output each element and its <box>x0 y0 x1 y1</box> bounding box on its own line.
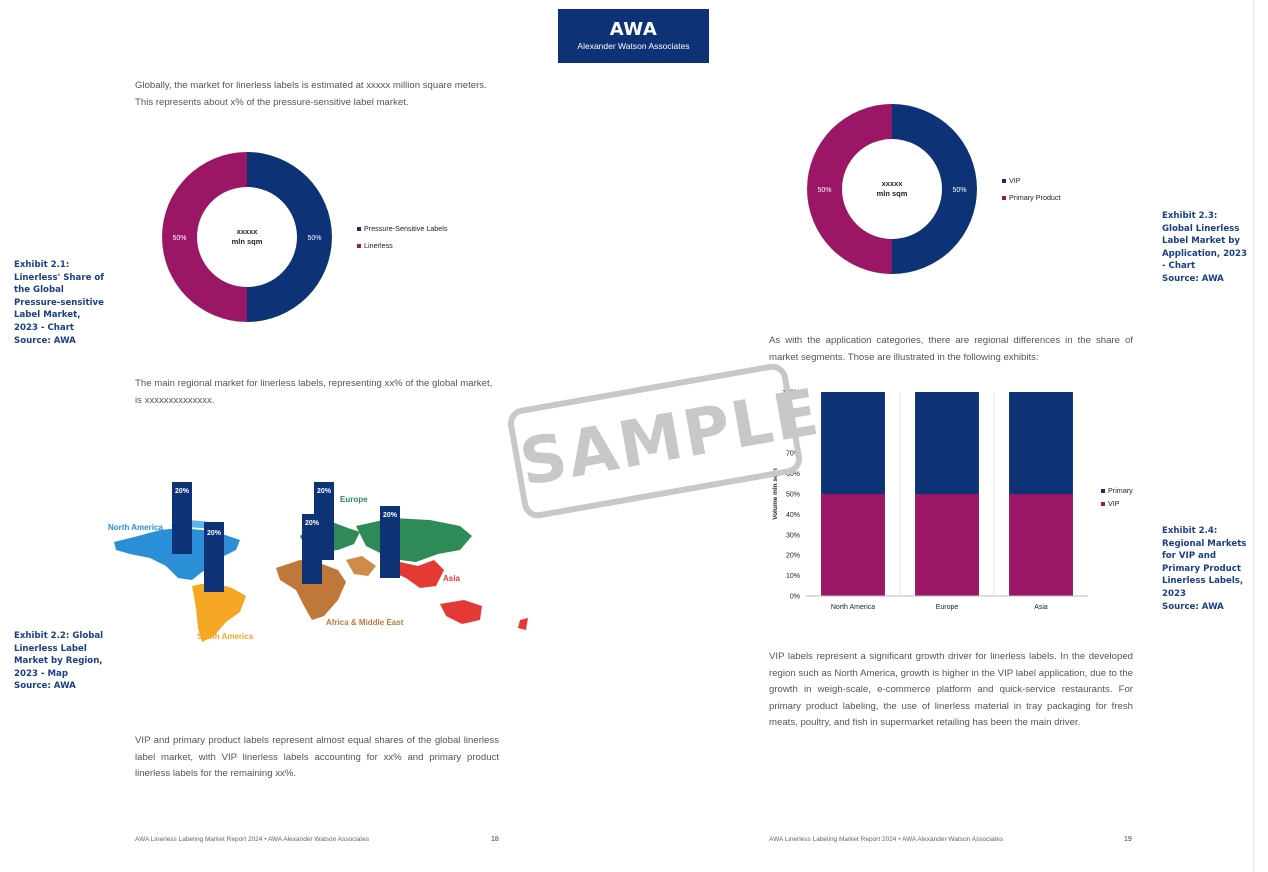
bar-1-series-1 <box>915 392 979 494</box>
exhibit-2-4-source: Source: AWA <box>1162 601 1224 612</box>
bar-1-series-0 <box>915 494 979 596</box>
bar-legend-swatch-1 <box>1101 502 1105 506</box>
map-bar-label-4: 20% <box>305 520 320 527</box>
exhibit-2-2-source: Source: AWA <box>14 681 76 692</box>
bar-legend-swatch-0 <box>1101 489 1105 493</box>
left-para-3: VIP and primary product labels represent… <box>135 735 499 779</box>
bar-legend-label-0: Primary <box>1108 486 1133 495</box>
donut2-center-label-0: xxxxx <box>882 179 904 188</box>
map-label-asia: Asia <box>443 574 460 583</box>
map-label-europe: Europe <box>340 495 368 504</box>
bar-0-series-1 <box>821 392 885 494</box>
donut2-slice-1 <box>807 104 892 274</box>
bar-y-tick-2: 20% <box>786 553 800 560</box>
bar-y-tick-9: 90% <box>786 410 800 417</box>
bar-y-tick-3: 30% <box>786 532 800 539</box>
donut2-legend-swatch-1 <box>1002 196 1006 200</box>
donut2-center-label-1: mln sqm <box>877 189 908 198</box>
bar-y-tick-8: 80% <box>786 430 800 437</box>
bar-y-tick-5: 50% <box>786 492 800 499</box>
map-islands <box>518 618 528 630</box>
bar-y-tick-1: 10% <box>786 573 800 580</box>
donut1-slice-label-0: 50% <box>307 235 321 242</box>
left-footer: AWA Linerless Labeling Market Report 202… <box>135 836 370 843</box>
right-para-2: VIP labels represent a significant growt… <box>769 651 1133 728</box>
stacked-bar-chart: 0% 10% 20% 30% 40% 50% 60% 70% 80% 90% 100% North A… <box>772 390 1133 612</box>
left-page-number: 18 <box>491 836 499 843</box>
sample-watermark: SAMPLE <box>505 361 826 521</box>
map-bar-asia <box>380 506 400 578</box>
map-label-south-america: South America <box>197 632 254 641</box>
map-bar-label-5: 20% <box>383 512 398 519</box>
bar-2-series-1 <box>1009 392 1073 494</box>
exhibit-2-3-title: Exhibit 2.3: Global Linerless Label Mark… <box>1162 211 1247 272</box>
map-bar-south-america <box>204 522 224 592</box>
donut2-legend-label-1: Primary Product <box>1009 193 1061 202</box>
bar-y-axis-label: Volume mln sqm <box>772 468 779 520</box>
map-asia-north <box>356 518 472 562</box>
bar-x-tick-1: Europe <box>936 604 959 611</box>
bar-0-series-0 <box>821 494 885 596</box>
map-middle-east <box>346 556 376 576</box>
exhibit-2-4-title: Exhibit 2.4: Regional Markets for VIP an… <box>1162 526 1247 599</box>
bar-y-tick-0: 0% <box>790 594 800 601</box>
left-para-2: The main regional market for linerless l… <box>135 378 493 406</box>
donut1-legend-label-0: Pressure-Sensitive Labels <box>364 224 448 233</box>
page-edge-divider <box>1253 0 1254 872</box>
bar-y-tick-4: 40% <box>786 512 800 519</box>
donut1-slice-label-1: 50% <box>172 235 186 242</box>
exhibit-2-3-caption: Exhibit 2.3: Global Linerless Label Mark… <box>1162 210 1250 286</box>
exhibit-2-2-title: Exhibit 2.2: Global Linerless Label Mark… <box>14 631 104 679</box>
map-oceania <box>440 600 482 624</box>
awa-logo: AWA Alexander Watson Associates <box>558 9 709 63</box>
bar-legend-label-1: VIP <box>1108 499 1120 508</box>
map-label-africa: Africa & Middle East <box>326 618 404 627</box>
bar-2-series-0 <box>1009 494 1073 596</box>
exhibit-2-1-source: Source: AWA <box>14 335 76 346</box>
donut2-slice-label-0: 50% <box>952 187 966 194</box>
right-para-1: As with the application categories, ther… <box>769 335 1133 363</box>
left-para-1: Globally, the market for linerless label… <box>135 80 487 108</box>
donut1-center-label-0: xxxxx <box>237 227 259 236</box>
donut1-legend-label-1: Linerless <box>364 241 393 250</box>
exhibit-2-4-caption: Exhibit 2.4: Regional Markets for VIP an… <box>1162 525 1254 613</box>
map-bar-label-2: 20% <box>207 530 222 537</box>
bar-y-tick-6: 60% <box>786 471 800 478</box>
logo-subtitle: Alexander Watson Associates <box>577 41 690 51</box>
map-south-america <box>192 582 246 642</box>
logo-title: AWA <box>609 19 658 40</box>
donut1-legend-swatch-0 <box>357 227 361 231</box>
exhibit-2-2-caption: Exhibit 2.2: Global Linerless Label Mark… <box>14 630 106 693</box>
right-page-number: 19 <box>1124 836 1132 843</box>
exhibit-2-1-caption: Exhibit 2.1: Linerless' Share of the Glo… <box>14 259 106 347</box>
bar-y-tick-10: 100% <box>782 390 800 397</box>
bar-y-tick-7: 70% <box>786 451 800 458</box>
donut1-center-label-1: mln sqm <box>232 237 263 246</box>
map-bar-north-america <box>172 482 192 554</box>
exhibit-2-3-source: Source: AWA <box>1162 273 1224 284</box>
donut1-legend-swatch-1 <box>357 244 361 248</box>
donut1-slice-1 <box>162 152 247 322</box>
donut2-legend-label-0: VIP <box>1009 176 1021 185</box>
map-bar-label-3: 20% <box>317 488 332 495</box>
exhibit-2-1-title: Exhibit 2.1: Linerless' Share of the Glo… <box>14 260 105 333</box>
right-footer: AWA Linerless Labeling Market Report 202… <box>769 836 1004 843</box>
map-bar-label-1: 20% <box>175 488 190 495</box>
map-africa <box>276 560 346 620</box>
bar-x-tick-2: Asia <box>1034 604 1048 611</box>
donut1-slice-0 <box>247 152 332 322</box>
donut2-slice-0 <box>892 104 977 274</box>
map-label-north-america: North America <box>108 523 163 532</box>
donut2-slice-label-1: 50% <box>817 187 831 194</box>
map-bar-africa <box>302 514 322 584</box>
donut2-legend-swatch-0 <box>1002 179 1006 183</box>
world-map: 20% 20% 20% 20% 20% North America Europe… <box>108 482 528 642</box>
bar-x-tick-0: North America <box>831 604 875 611</box>
